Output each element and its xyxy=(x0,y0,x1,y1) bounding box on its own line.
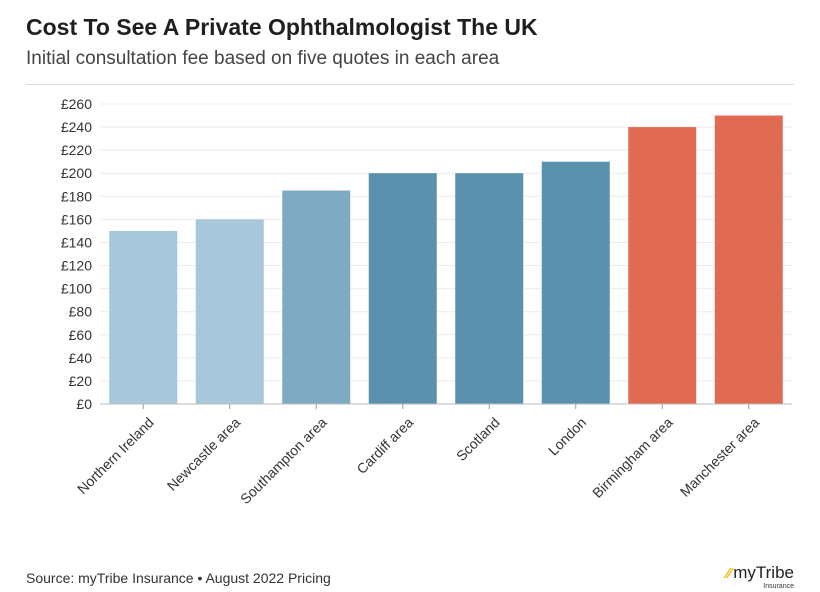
x-tick-label: Southampton area xyxy=(237,414,330,507)
x-tick-label: Scotland xyxy=(453,414,503,464)
y-tick-label: £160 xyxy=(61,211,92,227)
bar xyxy=(195,219,264,404)
y-axis-ticks: £0 £20 £40 £60 £80 £100 £120 £140 £160 £180 £200 £2… xyxy=(61,96,92,412)
x-tick-label: Cardiff area xyxy=(353,414,416,477)
bar xyxy=(541,161,610,404)
y-tick-label: £140 xyxy=(61,234,92,250)
y-tick-label: £120 xyxy=(61,258,92,274)
x-tick-label: Newcastle area xyxy=(164,414,244,494)
bars xyxy=(109,115,783,405)
brand-logo: ⁄⁄ myTribe Insurance xyxy=(726,564,794,590)
y-tick-label: £60 xyxy=(69,327,93,343)
y-tick-label: £200 xyxy=(61,165,92,181)
bar-chart: £0 £20 £40 £60 £80 £100 £120 £140 £160 £180 £200 £2… xyxy=(61,96,792,507)
chart-subtitle: Initial consultation fee based on five q… xyxy=(26,48,500,69)
brand-name: myTribe xyxy=(733,563,794,582)
bar xyxy=(628,127,697,405)
brand-mark-icon: ⁄⁄ xyxy=(726,565,732,582)
y-tick-label: £220 xyxy=(61,142,92,158)
x-tick-label: Manchester area xyxy=(677,414,763,500)
x-tick-label: Northern Ireland xyxy=(74,414,157,497)
bar xyxy=(714,115,783,405)
source-note: Source: myTribe Insurance • August 2022 … xyxy=(26,570,331,586)
y-tick-label: £20 xyxy=(69,373,93,389)
bar xyxy=(368,173,437,404)
bar xyxy=(455,173,524,404)
brand-subtitle: Insurance xyxy=(763,583,794,590)
y-tick-label: £100 xyxy=(61,281,92,297)
x-axis-ticks: Northern Ireland Newcastle areaSouthampto… xyxy=(74,403,792,507)
bar xyxy=(109,230,178,404)
chart-title: Cost To See A Private Ophthalmologist Th… xyxy=(26,14,538,40)
header-divider xyxy=(26,84,794,85)
y-tick-label: £0 xyxy=(76,396,92,412)
y-tick-label: £240 xyxy=(61,119,92,135)
y-tick-label: £260 xyxy=(61,96,92,112)
x-tick-label: London xyxy=(545,414,589,458)
y-tick-label: £40 xyxy=(69,350,93,366)
y-tick-label: £180 xyxy=(61,188,92,204)
bar xyxy=(282,190,351,404)
y-tick-label: £80 xyxy=(69,304,93,320)
x-tick-label: Birmingham area xyxy=(589,414,676,501)
